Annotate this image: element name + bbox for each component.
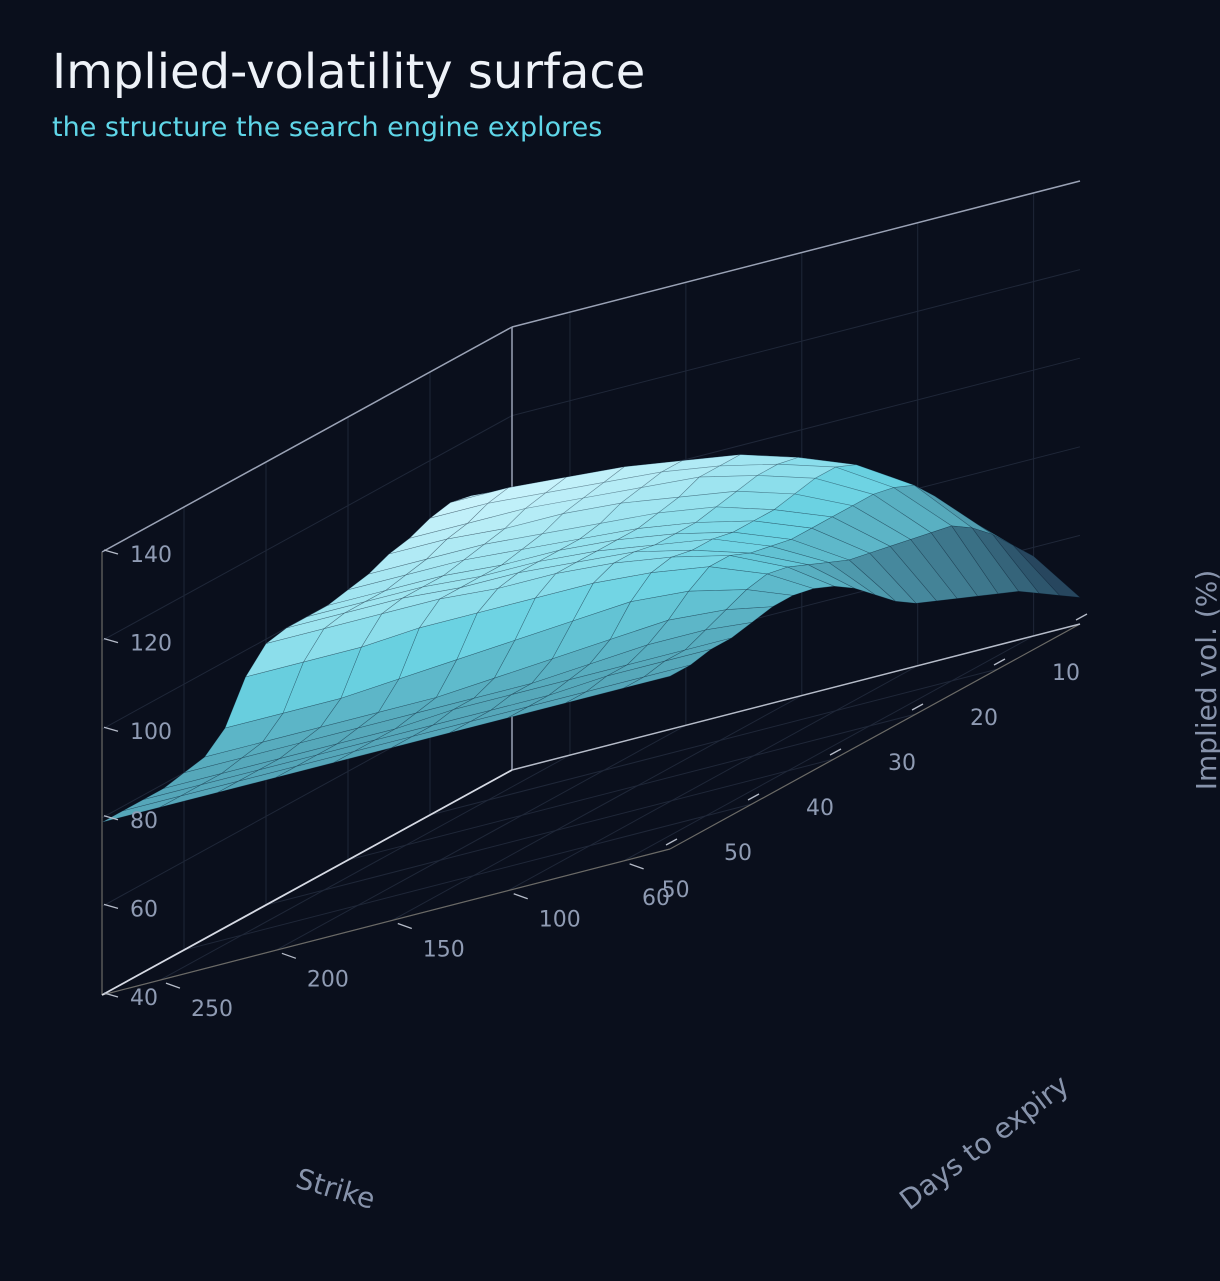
floor-edge-left [511, 623, 1081, 771]
y-axis-line [101, 848, 671, 996]
z-axis-label: Implied vol. (%) [1190, 570, 1220, 791]
z-tick-mark [103, 903, 119, 910]
z-tick-label: 60 [130, 897, 158, 922]
grid-line-days-floor [623, 635, 1034, 862]
x-axis-line [669, 623, 1081, 850]
x-tick-mark [911, 703, 924, 711]
x-tick-mark [747, 793, 760, 801]
surface-cell [507, 691, 587, 719]
y-tick-label: 200 [307, 967, 349, 992]
z-tick-label: 140 [130, 543, 172, 568]
grid-line-days-floor [275, 724, 687, 951]
x-tick-label: 50 [724, 841, 752, 866]
pane-edge-top-back [101, 326, 513, 553]
z-tick-mark [103, 549, 119, 555]
x-tick-label: 20 [970, 706, 998, 731]
grid-line-strike-floor [347, 713, 917, 861]
z-tick-label: 40 [130, 986, 158, 1011]
surface-cell [159, 780, 239, 808]
grid-line-strike-floor [183, 803, 753, 951]
y-tick-mark [281, 952, 297, 959]
axis-ticks: 1020304050605010015020025040608010012014… [103, 543, 1088, 1022]
z-tick-label: 80 [130, 809, 158, 834]
grid-line-days-floor [159, 754, 571, 981]
surface-mesh [101, 454, 1081, 823]
grid-line-days-floor [507, 665, 918, 892]
grid-line-strike-floor [265, 758, 835, 906]
x-tick-mark [1075, 613, 1088, 621]
x-tick-label: 60 [642, 886, 670, 911]
y-tick-label: 150 [423, 938, 465, 963]
surface-cell [565, 676, 645, 704]
x-tick-mark [829, 748, 842, 756]
floor-edge-back [101, 769, 513, 996]
z-tick-mark [103, 637, 119, 644]
grid-line-vol-back [101, 415, 513, 642]
y-axis-label: Days to expiry [893, 1068, 1075, 1216]
z-tick-label: 120 [130, 632, 172, 657]
x-tick-label: 40 [806, 796, 834, 821]
z-tick-label: 100 [130, 720, 172, 745]
chart-title: Implied-volatility surface [52, 44, 646, 100]
z-tick-mark [103, 992, 119, 998]
z-tick-mark [103, 726, 119, 732]
front-axis-lines [101, 552, 1081, 996]
grid-line-strike-floor [429, 668, 999, 816]
z-tick-mark [103, 815, 119, 821]
y-tick-mark [513, 893, 528, 900]
grid-line-vol-left [511, 269, 1081, 417]
surface-cell [623, 664, 691, 689]
chart-subtitle: the structure the search engine explores [52, 112, 603, 143]
surface-cell [275, 751, 355, 778]
y-tick-label: 50 [662, 878, 690, 903]
x-tick-mark [993, 658, 1006, 666]
y-tick-label: 250 [191, 997, 233, 1022]
x-tick-label: 10 [1052, 661, 1080, 686]
y-tick-mark [165, 982, 181, 989]
y-tick-label: 100 [539, 908, 581, 933]
x-tick-mark [665, 838, 678, 846]
x-axis-label: Strike [292, 1162, 378, 1216]
x-tick-label: 30 [888, 751, 916, 776]
pane-edge-top-left [511, 180, 1081, 328]
y-tick-mark [397, 922, 413, 930]
grid-line-days-floor [391, 695, 803, 921]
y-tick-mark [629, 863, 644, 870]
surface-cell [449, 706, 529, 734]
